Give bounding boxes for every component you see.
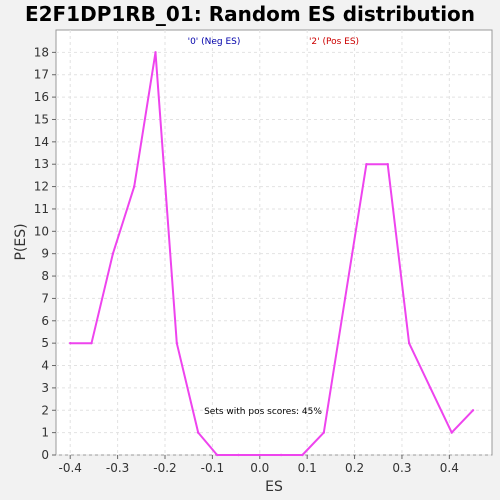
data-point bbox=[154, 51, 157, 54]
x-tick-label: 0.4 bbox=[440, 461, 459, 475]
x-tick-label: 0.1 bbox=[298, 461, 317, 475]
y-tick-label: 15 bbox=[34, 112, 49, 126]
y-tick-label: 9 bbox=[41, 247, 49, 261]
grid bbox=[56, 30, 492, 456]
y-tick-label: 2 bbox=[41, 403, 49, 417]
y-tick-label: 16 bbox=[34, 90, 49, 104]
y-tick-label: 13 bbox=[34, 157, 49, 171]
data-point bbox=[196, 431, 200, 434]
es-distribution-line bbox=[70, 51, 474, 456]
data-point bbox=[450, 431, 453, 434]
data-point bbox=[429, 386, 432, 390]
y-tick-label: 14 bbox=[34, 135, 49, 149]
y-tick-label: 5 bbox=[41, 336, 49, 350]
x-tick-label: 0.2 bbox=[345, 461, 364, 475]
y-tick-label: 0 bbox=[41, 448, 49, 462]
data-point bbox=[237, 453, 240, 457]
y-tick-label: 6 bbox=[41, 314, 49, 328]
data-point bbox=[132, 185, 136, 188]
x-tick-label: -0.4 bbox=[59, 461, 82, 475]
data-point bbox=[215, 453, 219, 457]
x-tick-label: -0.2 bbox=[153, 461, 176, 475]
legend-neg-es: '0' (Neg ES) bbox=[188, 37, 241, 47]
data-point bbox=[386, 163, 389, 166]
data-point bbox=[365, 163, 368, 166]
y-tick-label: 10 bbox=[34, 224, 49, 238]
y-tick-label: 18 bbox=[34, 45, 49, 59]
x-axis: -0.4 -0.3 -0.2 -0.1 0.0 0.1 0.2 0.3 0.4 bbox=[59, 455, 459, 475]
data-point bbox=[258, 453, 261, 457]
data-point bbox=[90, 341, 93, 345]
y-axis-label: P(ES) bbox=[13, 223, 29, 260]
data-point bbox=[69, 341, 72, 345]
y-tick-label: 3 bbox=[41, 381, 49, 395]
y-tick-label: 12 bbox=[34, 180, 49, 194]
plot-area bbox=[55, 29, 493, 456]
x-tick-label: 0.0 bbox=[250, 461, 269, 475]
y-tick-label: 4 bbox=[41, 359, 49, 373]
x-tick-label: -0.1 bbox=[201, 461, 224, 475]
data-point bbox=[111, 252, 115, 255]
data-point bbox=[343, 297, 347, 300]
y-tick-label: 8 bbox=[41, 269, 49, 283]
data-point bbox=[279, 453, 283, 457]
x-axis-label: ES bbox=[265, 479, 283, 495]
data-point bbox=[301, 453, 304, 457]
legend-pos-es: '2' (Pos ES) bbox=[309, 37, 359, 47]
y-tick-label: 7 bbox=[41, 291, 49, 305]
y-tick-label: 1 bbox=[41, 426, 49, 440]
y-tick-label: 17 bbox=[34, 68, 49, 82]
x-tick-label: 0.3 bbox=[392, 461, 411, 475]
y-tick-label: 11 bbox=[34, 202, 49, 216]
series-group bbox=[69, 51, 475, 457]
pos-scores-annotation: Sets with pos scores: 45% bbox=[204, 407, 322, 417]
x-tick-label: -0.3 bbox=[106, 461, 129, 475]
data-point bbox=[322, 431, 325, 434]
data-point bbox=[175, 341, 179, 345]
chart-title: E2F1DP1RB_01: Random ES distribution bbox=[25, 2, 475, 26]
data-point bbox=[407, 341, 411, 345]
data-point bbox=[471, 409, 475, 412]
